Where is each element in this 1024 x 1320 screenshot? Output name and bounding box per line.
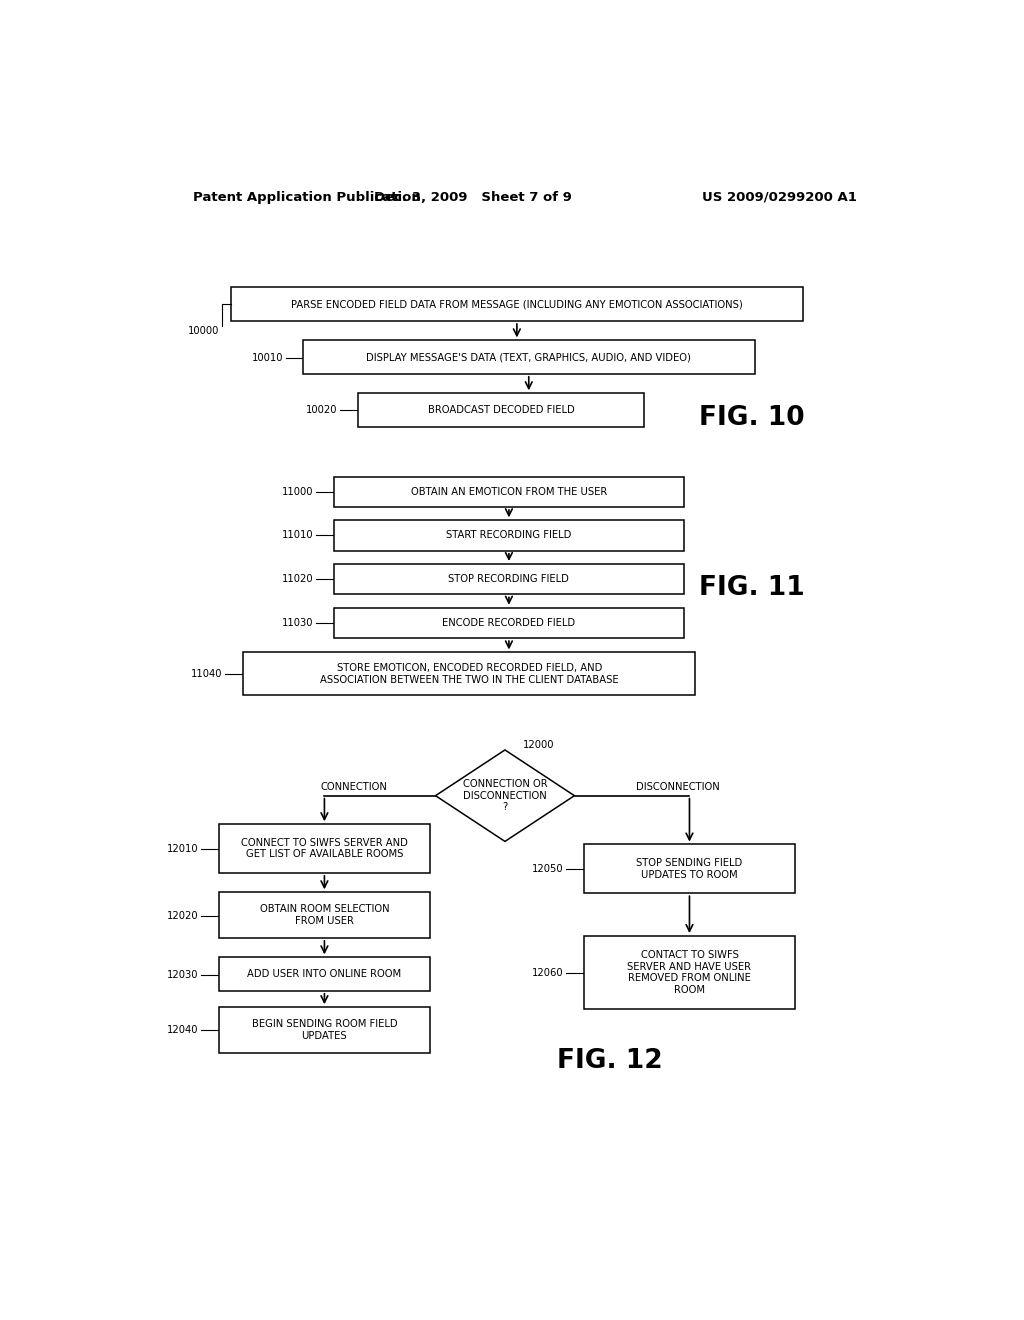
- Text: BROADCAST DECODED FIELD: BROADCAST DECODED FIELD: [428, 405, 574, 414]
- Polygon shape: [435, 750, 574, 841]
- Text: STOP SENDING FIELD
UPDATES TO ROOM: STOP SENDING FIELD UPDATES TO ROOM: [636, 858, 742, 879]
- Text: CONNECTION: CONNECTION: [321, 781, 388, 792]
- Text: 10020: 10020: [306, 405, 338, 416]
- Text: 10000: 10000: [187, 326, 219, 337]
- Text: FIG. 11: FIG. 11: [699, 576, 805, 602]
- Text: PARSE ENCODED FIELD DATA FROM MESSAGE (INCLUDING ANY EMOTICON ASSOCIATIONS): PARSE ENCODED FIELD DATA FROM MESSAGE (I…: [291, 300, 742, 309]
- FancyBboxPatch shape: [334, 477, 684, 507]
- Text: 12020: 12020: [167, 911, 199, 920]
- Text: START RECORDING FIELD: START RECORDING FIELD: [446, 531, 571, 540]
- Text: 12030: 12030: [167, 970, 199, 979]
- FancyBboxPatch shape: [334, 520, 684, 550]
- FancyBboxPatch shape: [334, 564, 684, 594]
- Text: BEGIN SENDING ROOM FIELD
UPDATES: BEGIN SENDING ROOM FIELD UPDATES: [252, 1019, 397, 1040]
- Text: 11020: 11020: [282, 574, 313, 585]
- Text: STORE EMOTICON, ENCODED RECORDED FIELD, AND
ASSOCIATION BETWEEN THE TWO IN THE C: STORE EMOTICON, ENCODED RECORDED FIELD, …: [319, 663, 618, 685]
- Text: DISPLAY MESSAGE'S DATA (TEXT, GRAPHICS, AUDIO, AND VIDEO): DISPLAY MESSAGE'S DATA (TEXT, GRAPHICS, …: [367, 352, 691, 362]
- Text: STOP RECORDING FIELD: STOP RECORDING FIELD: [449, 574, 569, 585]
- Text: 10010: 10010: [252, 352, 284, 363]
- Text: US 2009/0299200 A1: US 2009/0299200 A1: [701, 190, 856, 203]
- Text: 11000: 11000: [283, 487, 313, 496]
- FancyBboxPatch shape: [585, 845, 795, 894]
- Text: ADD USER INTO ONLINE ROOM: ADD USER INTO ONLINE ROOM: [248, 969, 401, 979]
- FancyBboxPatch shape: [303, 341, 755, 374]
- FancyBboxPatch shape: [219, 957, 430, 991]
- Text: OBTAIN AN EMOTICON FROM THE USER: OBTAIN AN EMOTICON FROM THE USER: [411, 487, 607, 496]
- Text: 12000: 12000: [523, 741, 555, 750]
- FancyBboxPatch shape: [219, 892, 430, 939]
- Text: 11010: 11010: [282, 531, 313, 540]
- Text: 11030: 11030: [283, 618, 313, 628]
- Text: DISCONNECTION: DISCONNECTION: [636, 781, 720, 792]
- Text: 12010: 12010: [167, 843, 199, 854]
- FancyBboxPatch shape: [219, 824, 430, 873]
- Text: 12060: 12060: [532, 968, 563, 978]
- Text: 12040: 12040: [167, 1026, 199, 1035]
- Text: 11040: 11040: [190, 669, 222, 678]
- Text: CONNECT TO SIWFS SERVER AND
GET LIST OF AVAILABLE ROOMS: CONNECT TO SIWFS SERVER AND GET LIST OF …: [241, 838, 408, 859]
- Text: CONNECTION OR
DISCONNECTION
?: CONNECTION OR DISCONNECTION ?: [463, 779, 547, 812]
- Text: 12050: 12050: [532, 863, 563, 874]
- Text: FIG. 10: FIG. 10: [699, 405, 805, 430]
- Text: Dec. 3, 2009   Sheet 7 of 9: Dec. 3, 2009 Sheet 7 of 9: [375, 190, 572, 203]
- FancyBboxPatch shape: [358, 393, 644, 426]
- FancyBboxPatch shape: [585, 936, 795, 1008]
- FancyBboxPatch shape: [219, 1007, 430, 1053]
- Text: OBTAIN ROOM SELECTION
FROM USER: OBTAIN ROOM SELECTION FROM USER: [260, 904, 389, 925]
- FancyBboxPatch shape: [231, 288, 803, 321]
- Text: ENCODE RECORDED FIELD: ENCODE RECORDED FIELD: [442, 618, 575, 628]
- FancyBboxPatch shape: [334, 607, 684, 638]
- FancyBboxPatch shape: [243, 652, 695, 696]
- Text: CONTACT TO SIWFS
SERVER AND HAVE USER
REMOVED FROM ONLINE
ROOM: CONTACT TO SIWFS SERVER AND HAVE USER RE…: [628, 950, 752, 995]
- Text: Patent Application Publication: Patent Application Publication: [194, 190, 421, 203]
- Text: FIG. 12: FIG. 12: [557, 1048, 663, 1074]
